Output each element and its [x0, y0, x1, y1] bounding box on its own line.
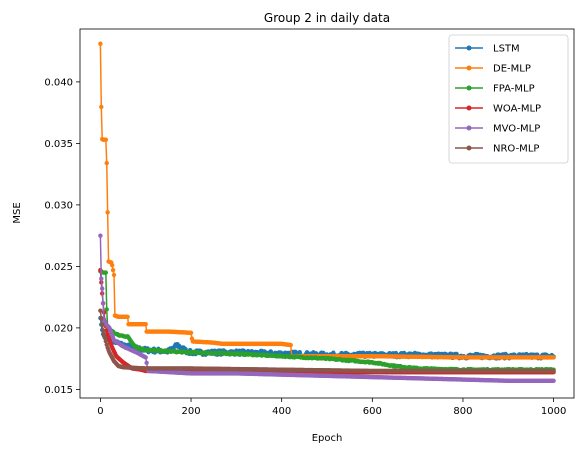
x-tick-label: 800 — [453, 406, 472, 417]
y-tick-label: 0.035 — [44, 139, 73, 150]
x-tick-label: 1000 — [541, 406, 566, 417]
series-mvo-mlp — [98, 233, 556, 383]
data-point — [188, 330, 194, 336]
legend-item-mvo-mlp: MVO-MLP — [455, 124, 540, 135]
legend-item-nro-mlp: NRO-MLP — [455, 144, 539, 155]
data-point — [551, 378, 556, 383]
x-tick-label: 200 — [181, 406, 200, 417]
legend-swatch-marker — [466, 85, 472, 91]
data-point — [102, 335, 108, 340]
legend-label: FPA-MLP — [493, 84, 535, 95]
legend-item-fpa-mlp: FPA-MLP — [455, 84, 535, 95]
legend-swatch-marker — [466, 45, 472, 51]
y-axis: 0.015 0.020 0.025 0.030 0.035 0.040 — [44, 77, 80, 396]
y-tick-label: 0.020 — [44, 323, 73, 334]
legend-swatch-marker — [466, 125, 472, 131]
data-point — [98, 233, 103, 238]
legend-label: MVO-MLP — [493, 124, 540, 135]
data-point — [98, 41, 103, 46]
data-point — [98, 308, 103, 313]
data-point — [304, 350, 310, 355]
data-point — [103, 137, 109, 142]
legend-label: DE-MLP — [493, 64, 531, 75]
legend-item-de-mlp: DE-MLP — [455, 64, 531, 75]
data-point — [100, 286, 105, 291]
y-tick-label: 0.015 — [44, 385, 73, 396]
data-point — [551, 368, 556, 374]
legend-item-woa-mlp: WOA-MLP — [455, 104, 541, 115]
data-point — [125, 314, 130, 320]
data-point — [104, 307, 109, 312]
legend-box — [448, 34, 569, 164]
plot-frame — [79, 28, 575, 399]
y-tick-label: 0.030 — [44, 200, 73, 211]
y-tick-label: 0.025 — [44, 262, 73, 273]
legend-swatch-marker — [466, 145, 472, 151]
legend-swatch-marker — [466, 65, 472, 71]
x-tick-label: 600 — [363, 406, 382, 417]
series-markers-nro-mlp — [98, 308, 556, 374]
data-point — [109, 262, 115, 268]
legend-swatch-marker — [466, 105, 472, 111]
legend: LSTM DE-MLP FPA-MLP WOA-MLP MVO-MLP NRO-MLP — [448, 34, 569, 164]
legend-item-lstm: LSTM — [455, 44, 520, 55]
data-point — [111, 272, 117, 278]
data-point — [297, 350, 303, 355]
data-point — [143, 322, 148, 327]
data-point — [100, 328, 106, 333]
data-point — [101, 331, 107, 337]
data-point — [551, 355, 556, 360]
y-axis-label: MSE — [12, 202, 23, 223]
legend-label: NRO-MLP — [493, 144, 539, 155]
plot-area — [98, 41, 556, 383]
data-point — [448, 351, 454, 357]
chart-title: Group 2 in daily data — [264, 11, 390, 25]
x-tick-label: 0 — [97, 406, 103, 417]
data-point — [110, 267, 116, 273]
data-point — [99, 276, 104, 281]
data-point — [143, 355, 148, 360]
data-point — [99, 315, 104, 321]
data-point — [100, 322, 105, 327]
legend-label: WOA-MLP — [493, 104, 541, 115]
data-point — [104, 328, 109, 333]
x-axis-label: Epoch — [312, 433, 343, 444]
data-point — [103, 270, 109, 275]
data-point — [104, 160, 109, 166]
data-point — [100, 301, 106, 306]
data-point — [144, 360, 149, 366]
data-point — [105, 210, 110, 215]
y-tick-label: 0.040 — [44, 77, 73, 88]
series-markers-mvo-mlp — [98, 233, 556, 383]
x-axis: 0 200 400 600 800 1000 — [97, 398, 566, 417]
x-tick-label: 400 — [272, 406, 291, 417]
data-point — [288, 342, 293, 348]
data-point — [99, 104, 104, 110]
data-point — [103, 338, 109, 344]
series-nro-mlp — [98, 308, 556, 374]
legend-label: LSTM — [493, 44, 520, 55]
